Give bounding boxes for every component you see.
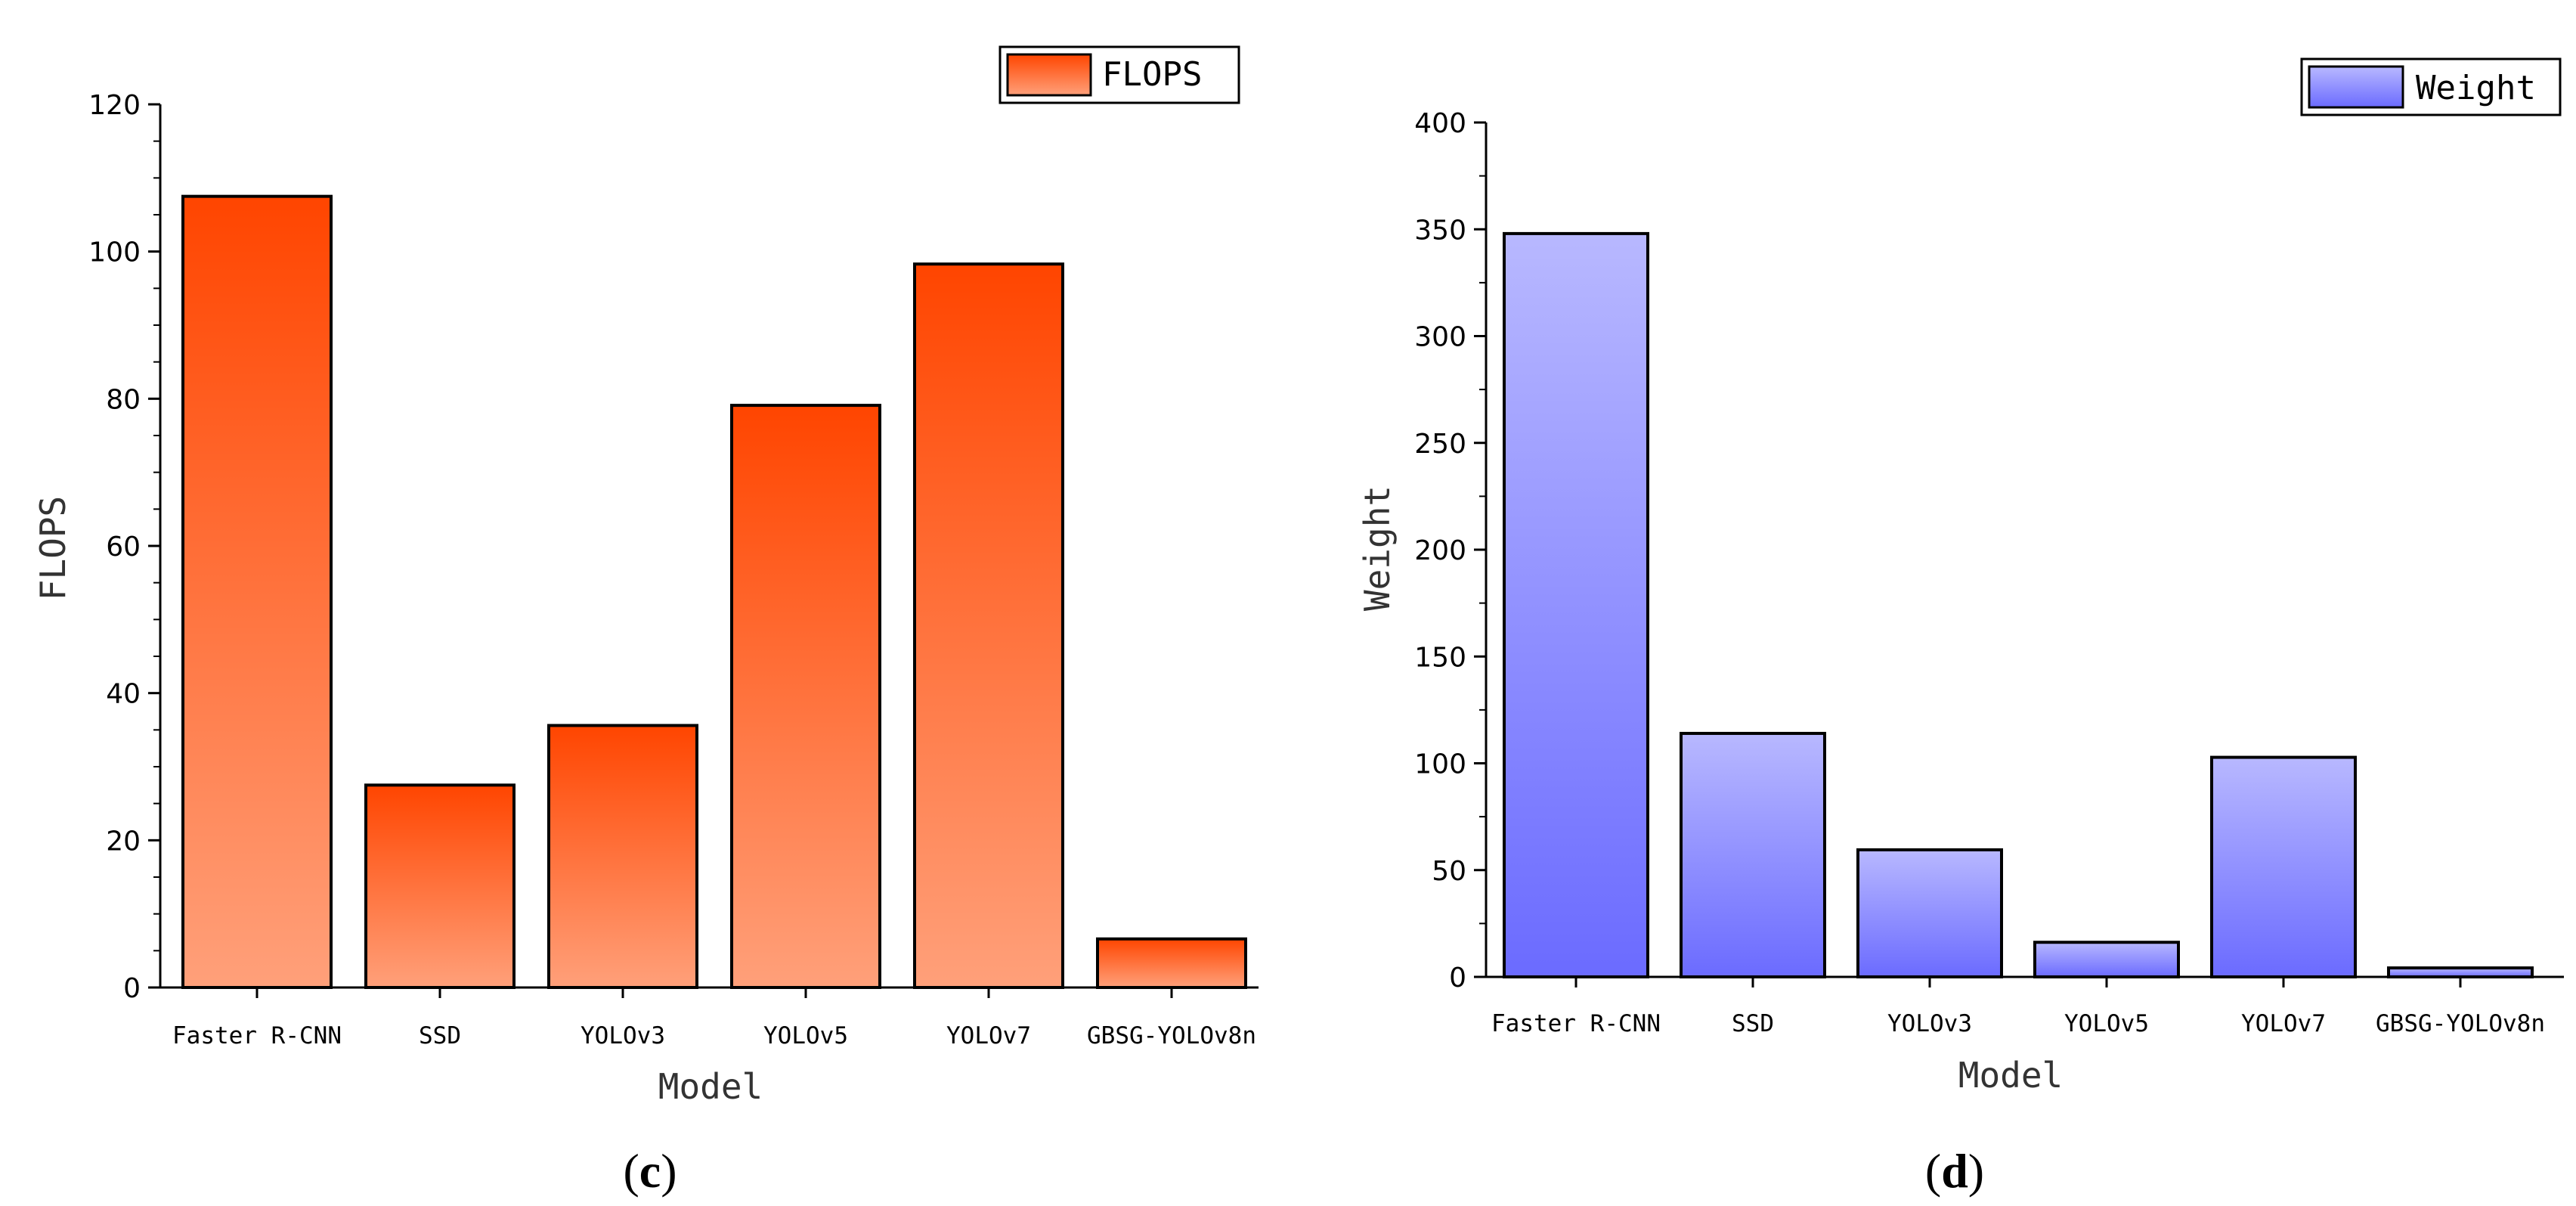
y-tick-label: 0: [1449, 963, 1466, 994]
flops-chart: 0 20 40 60 80 100 120 Faster R-CNN SSD YOLOv3 YOLO…: [33, 45, 1259, 1198]
legend-swatch: [2308, 65, 2404, 109]
x-tick-label: YOLOv7: [946, 1022, 1031, 1049]
y-tick-label: 100: [88, 237, 141, 268]
y-tick-label: 50: [1432, 856, 1466, 887]
y-tick-label: 80: [106, 384, 141, 415]
x-tick-label: YOLOv5: [2064, 1010, 2149, 1037]
x-tick-label: GBSG-YOLOv8n: [2376, 1010, 2545, 1037]
bar-faster-r-cnn: [1503, 231, 1649, 978]
bars-group: [1503, 231, 2534, 979]
x-tick-label: YOLOv5: [763, 1022, 848, 1049]
axes-group: 0 20 40 60 80 100 120 Faster R-CNN SSD YOLOv3 YOLO…: [88, 90, 1259, 1049]
bar-yolov5: [2033, 941, 2180, 978]
x-tick-label: YOLOv3: [1887, 1010, 1972, 1037]
x-axis-title: Model: [658, 1066, 763, 1107]
x-tick-label: Faster R-CNN: [172, 1022, 342, 1049]
bar-gbsg-yolov8n: [1096, 937, 1247, 990]
y-tick-label: 150: [1414, 642, 1466, 673]
x-tick-label: Faster R-CNN: [1491, 1010, 1661, 1037]
legend: Weight: [2300, 57, 2562, 116]
y-tick-label: 0: [123, 973, 141, 1004]
y-tick-label: 100: [1414, 749, 1466, 780]
y-tick-label: 60: [106, 532, 141, 563]
x-tick-label: YOLOv3: [581, 1022, 665, 1049]
bar-ssd: [1680, 731, 1826, 978]
y-tick-label: 350: [1414, 215, 1466, 246]
bar-gbsg-yolov8n: [2387, 966, 2534, 979]
weight-chart: 0 50 100 150 200 250 300 350 400 Faster R-CNN SSD Y…: [1357, 57, 2564, 1198]
bar-yolov5: [730, 404, 881, 989]
y-tick-label: 250: [1414, 429, 1466, 460]
panel-letter: d: [1941, 1144, 1968, 1198]
y-tick-label: 300: [1414, 322, 1466, 353]
y-tick-label: 200: [1414, 535, 1466, 566]
y-tick-label: 40: [106, 679, 141, 710]
bar-yolov3: [547, 724, 698, 989]
panel-label-c: (c): [623, 1144, 677, 1198]
panel-label-d: (d): [1925, 1144, 1984, 1198]
bar-ssd: [364, 783, 516, 990]
bars-group: [181, 194, 1247, 990]
y-tick-label: 400: [1414, 108, 1466, 139]
y-tick-label: 20: [106, 826, 141, 857]
y-axis-title: FLOPS: [33, 496, 73, 600]
axes-group: 0 50 100 150 200 250 300 350 400 Faster R-CNN SSD Y…: [1414, 108, 2564, 1037]
x-tick-label: GBSG-YOLOv8n: [1087, 1022, 1256, 1049]
bar-yolov7: [2210, 755, 2357, 979]
legend: FLOPS: [999, 45, 1240, 104]
legend-label: FLOPS: [1102, 55, 1202, 94]
legend-swatch: [1006, 53, 1092, 97]
bar-yolov3: [1856, 848, 2003, 978]
bar-yolov7: [913, 262, 1064, 990]
panel-letter: c: [639, 1144, 661, 1198]
y-tick-label: 120: [88, 90, 141, 121]
bar-faster-r-cnn: [181, 194, 333, 990]
x-tick-label: SSD: [1732, 1010, 1774, 1037]
x-tick-label: SSD: [419, 1022, 461, 1049]
x-axis-title: Model: [1958, 1055, 2063, 1096]
y-axis-title: Weight: [1357, 485, 1398, 611]
x-tick-label: YOLOv7: [2241, 1010, 2326, 1037]
legend-label: Weight: [2416, 69, 2536, 107]
